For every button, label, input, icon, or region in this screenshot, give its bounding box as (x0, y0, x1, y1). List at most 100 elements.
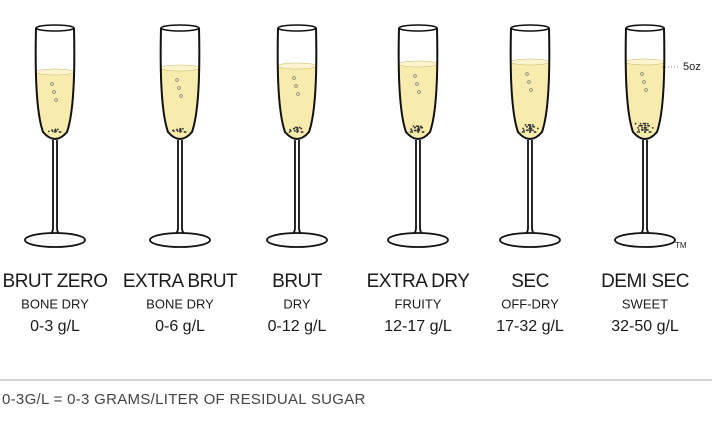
sugar-dot (175, 128, 178, 131)
trademark: TM (675, 241, 687, 250)
stem (171, 140, 189, 237)
glass-name: DEMI SEC (601, 271, 689, 292)
sugar-dot (172, 129, 174, 132)
wine (510, 62, 550, 139)
sugar-dot (641, 126, 643, 129)
stem (288, 140, 306, 237)
wine (277, 66, 317, 139)
sugar-dot (292, 127, 295, 130)
sugar-dot (651, 126, 654, 129)
sugar-dot (527, 124, 530, 126)
base (387, 232, 449, 248)
bubble (642, 80, 646, 84)
sugar-dot (646, 122, 649, 125)
glass-style: BONE DRY (21, 296, 89, 311)
bowl (624, 27, 666, 140)
bubble (54, 98, 58, 102)
glasses: BRUT ZERO BONE DRY 0-3 g/L EXTRA BRUT BONE D… (3, 24, 689, 335)
bowl (34, 27, 76, 140)
volume-note: 5oz (683, 61, 701, 73)
bubble (644, 88, 648, 92)
sugar-dot (644, 124, 646, 127)
sugar-dot (521, 131, 524, 133)
glass-name: EXTRA BRUT (123, 271, 238, 292)
sugar-dot (294, 129, 296, 132)
sugar-dot (413, 129, 416, 132)
sugar-dot (648, 131, 651, 133)
base (149, 232, 211, 248)
sugar-dot (638, 124, 641, 127)
sugar-dot (179, 127, 181, 130)
glass-style: FRUITY (395, 296, 442, 311)
sugar-dot (530, 127, 533, 130)
bowl (276, 27, 318, 140)
sugar-dot (647, 129, 649, 131)
sugar-dot (643, 126, 646, 129)
sugar-dot (642, 122, 645, 125)
sugar-dot (636, 131, 639, 133)
sugar-range: 0-12 g/L (268, 318, 327, 335)
bubble (415, 82, 419, 86)
sugar-dot (296, 126, 298, 129)
sugar-dot (640, 129, 643, 131)
stem (409, 140, 427, 237)
wine-surface (510, 58, 550, 66)
sugar-dot (417, 126, 420, 129)
sugar-dot (421, 131, 424, 133)
sugar-dot (637, 129, 640, 131)
sugar-dot (410, 129, 413, 132)
glass-name: BRUT ZERO (3, 271, 108, 292)
sugar-dot (532, 129, 534, 132)
sugar-dot (298, 126, 301, 129)
glass: SEC OFF-DRY 17-32 g/L (496, 24, 564, 335)
glass-name: BRUT (272, 271, 323, 292)
bubble (175, 78, 179, 82)
wine-surface (625, 58, 665, 66)
sugar-dot (645, 129, 648, 131)
bubble (292, 76, 296, 80)
glass: EXTRA BRUT BONE DRY 0-6 g/L (123, 24, 239, 335)
glass-style: BONE DRY (146, 296, 214, 311)
glass: EXTRA DRY FRUITY 12-17 g/L (367, 24, 471, 335)
glass-style: DRY (283, 296, 311, 311)
sugar-dot (528, 131, 531, 133)
sugar-dot (413, 126, 416, 129)
sugar-dot (522, 127, 524, 130)
sugar-range: 12-17 g/L (384, 318, 452, 335)
glass-style: OFF-DRY (501, 296, 559, 311)
glass-name: SEC (511, 271, 549, 292)
sugar-dot (419, 125, 422, 128)
sugar-dot (645, 126, 648, 129)
rim (398, 24, 438, 32)
sugar-dot (417, 125, 419, 128)
sugar-dot (531, 124, 534, 126)
sugar-dot (56, 128, 59, 131)
base (266, 232, 328, 248)
sugar-dot (532, 125, 534, 128)
sugar-dot (410, 128, 412, 131)
wine-surface (35, 68, 75, 76)
sugar-dot (300, 131, 303, 133)
wine (398, 64, 438, 139)
sugar-dot (420, 126, 422, 129)
footnote: 0-3G/L = 0-3 GRAMS/LITER OF RESIDUAL SUG… (2, 391, 366, 408)
sugar-dot (522, 129, 525, 132)
sugar-dot (533, 131, 536, 133)
base (614, 232, 676, 248)
sugar-dot (637, 126, 639, 129)
rim (35, 24, 75, 32)
sugar-dot (289, 128, 291, 131)
bubble (529, 88, 533, 92)
sugar-dot (176, 130, 179, 133)
sugar-dot (409, 131, 412, 133)
sugar-dot (54, 129, 57, 131)
rim (277, 24, 317, 32)
bubble (413, 74, 417, 78)
sugar-dot (294, 126, 297, 129)
bubble (296, 92, 300, 96)
rim (625, 24, 665, 32)
sugar-dot (529, 129, 531, 132)
wine (35, 72, 75, 139)
sugar-dot (634, 122, 637, 125)
wine-surface (160, 64, 200, 72)
